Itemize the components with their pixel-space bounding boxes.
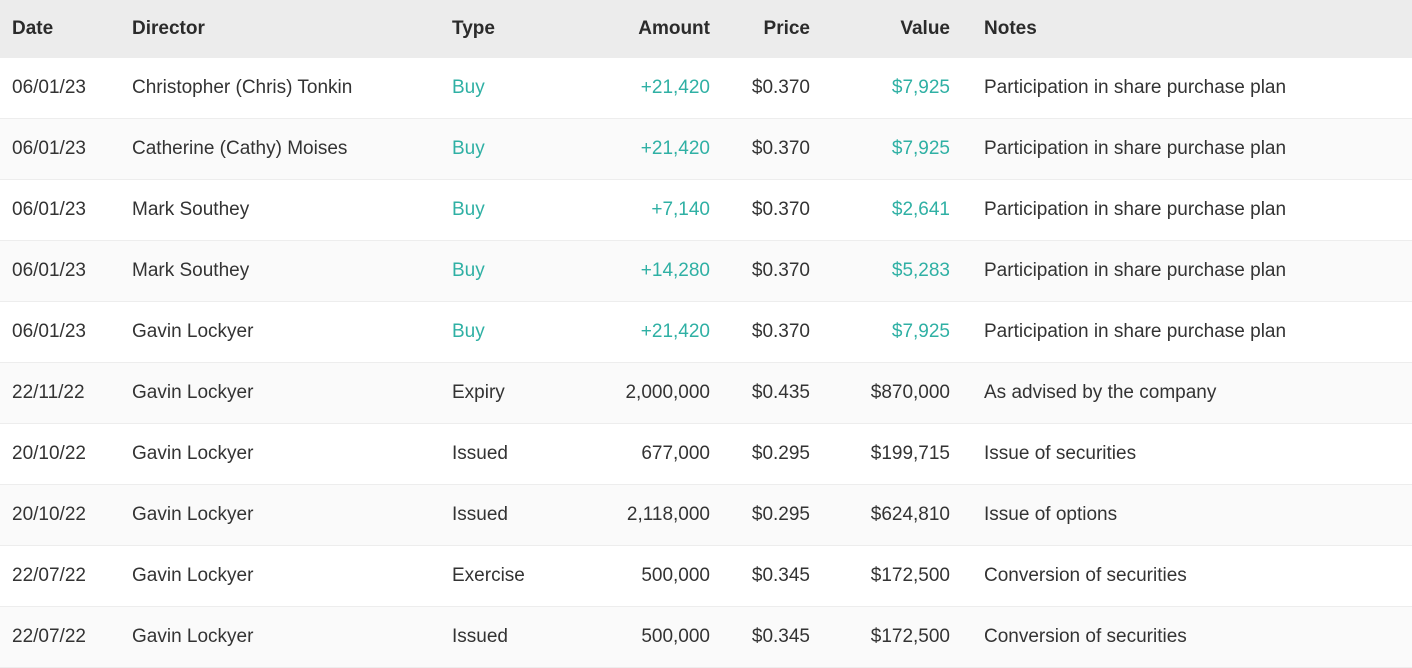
cell-price: $0.295 [720, 485, 820, 546]
cell-date: 06/01/23 [0, 302, 120, 363]
cell-price: $0.435 [720, 363, 820, 424]
table-row[interactable]: 06/01/23Catherine (Cathy) MoisesBuy+21,4… [0, 119, 1412, 180]
cell-amount: 500,000 [570, 607, 720, 668]
cell-notes: As advised by the company [960, 363, 1412, 424]
cell-amount: 2,000,000 [570, 363, 720, 424]
cell-value: $870,000 [820, 363, 960, 424]
director-transactions-table: Date Director Type Amount Price Value No… [0, 0, 1412, 668]
cell-date: 06/01/23 [0, 180, 120, 241]
cell-date: 22/07/22 [0, 607, 120, 668]
cell-value: $172,500 [820, 546, 960, 607]
col-header-price[interactable]: Price [720, 0, 820, 58]
cell-notes: Participation in share purchase plan [960, 180, 1412, 241]
table-body: 06/01/23Christopher (Chris) TonkinBuy+21… [0, 58, 1412, 668]
cell-price: $0.370 [720, 180, 820, 241]
cell-notes: Participation in share purchase plan [960, 302, 1412, 363]
cell-director: Mark Southey [120, 241, 440, 302]
cell-type: Buy [440, 180, 570, 241]
col-header-date[interactable]: Date [0, 0, 120, 58]
cell-notes: Issue of securities [960, 424, 1412, 485]
table-row[interactable]: 22/11/22Gavin LockyerExpiry2,000,000$0.4… [0, 363, 1412, 424]
cell-director: Gavin Lockyer [120, 607, 440, 668]
cell-value: $7,925 [820, 302, 960, 363]
col-header-type[interactable]: Type [440, 0, 570, 58]
cell-notes: Participation in share purchase plan [960, 58, 1412, 119]
cell-price: $0.370 [720, 58, 820, 119]
table-row[interactable]: 06/01/23Mark SoutheyBuy+14,280$0.370$5,2… [0, 241, 1412, 302]
cell-director: Gavin Lockyer [120, 485, 440, 546]
cell-value: $199,715 [820, 424, 960, 485]
cell-value: $7,925 [820, 119, 960, 180]
cell-type: Buy [440, 119, 570, 180]
cell-amount: 677,000 [570, 424, 720, 485]
cell-type: Issued [440, 607, 570, 668]
cell-date: 20/10/22 [0, 485, 120, 546]
table-row[interactable]: 22/07/22Gavin LockyerIssued500,000$0.345… [0, 607, 1412, 668]
cell-date: 06/01/23 [0, 119, 120, 180]
cell-type: Buy [440, 58, 570, 119]
cell-amount: +14,280 [570, 241, 720, 302]
cell-director: Gavin Lockyer [120, 302, 440, 363]
cell-director: Gavin Lockyer [120, 363, 440, 424]
table-row[interactable]: 22/07/22Gavin LockyerExercise500,000$0.3… [0, 546, 1412, 607]
cell-notes: Issue of options [960, 485, 1412, 546]
cell-value: $624,810 [820, 485, 960, 546]
cell-type: Expiry [440, 363, 570, 424]
table-row[interactable]: 20/10/22Gavin LockyerIssued2,118,000$0.2… [0, 485, 1412, 546]
cell-price: $0.345 [720, 546, 820, 607]
cell-notes: Conversion of securities [960, 546, 1412, 607]
table-row[interactable]: 20/10/22Gavin LockyerIssued677,000$0.295… [0, 424, 1412, 485]
cell-value: $172,500 [820, 607, 960, 668]
table-row[interactable]: 06/01/23Mark SoutheyBuy+7,140$0.370$2,64… [0, 180, 1412, 241]
col-header-amount[interactable]: Amount [570, 0, 720, 58]
cell-type: Issued [440, 424, 570, 485]
cell-amount: +21,420 [570, 302, 720, 363]
cell-amount: +21,420 [570, 119, 720, 180]
cell-date: 20/10/22 [0, 424, 120, 485]
cell-price: $0.295 [720, 424, 820, 485]
cell-date: 06/01/23 [0, 241, 120, 302]
cell-date: 22/07/22 [0, 546, 120, 607]
cell-notes: Participation in share purchase plan [960, 241, 1412, 302]
cell-value: $2,641 [820, 180, 960, 241]
cell-amount: +21,420 [570, 58, 720, 119]
cell-director: Mark Southey [120, 180, 440, 241]
cell-director: Gavin Lockyer [120, 546, 440, 607]
table-header-row: Date Director Type Amount Price Value No… [0, 0, 1412, 58]
col-header-notes[interactable]: Notes [960, 0, 1412, 58]
cell-amount: 500,000 [570, 546, 720, 607]
cell-director: Christopher (Chris) Tonkin [120, 58, 440, 119]
col-header-director[interactable]: Director [120, 0, 440, 58]
cell-price: $0.345 [720, 607, 820, 668]
cell-value: $7,925 [820, 58, 960, 119]
col-header-value[interactable]: Value [820, 0, 960, 58]
cell-notes: Conversion of securities [960, 607, 1412, 668]
cell-notes: Participation in share purchase plan [960, 119, 1412, 180]
cell-price: $0.370 [720, 241, 820, 302]
table-row[interactable]: 06/01/23Christopher (Chris) TonkinBuy+21… [0, 58, 1412, 119]
table-row[interactable]: 06/01/23Gavin LockyerBuy+21,420$0.370$7,… [0, 302, 1412, 363]
cell-amount: 2,118,000 [570, 485, 720, 546]
cell-type: Buy [440, 241, 570, 302]
cell-price: $0.370 [720, 119, 820, 180]
cell-date: 06/01/23 [0, 58, 120, 119]
cell-value: $5,283 [820, 241, 960, 302]
cell-director: Catherine (Cathy) Moises [120, 119, 440, 180]
cell-type: Buy [440, 302, 570, 363]
cell-type: Exercise [440, 546, 570, 607]
cell-type: Issued [440, 485, 570, 546]
cell-price: $0.370 [720, 302, 820, 363]
cell-director: Gavin Lockyer [120, 424, 440, 485]
cell-amount: +7,140 [570, 180, 720, 241]
cell-date: 22/11/22 [0, 363, 120, 424]
